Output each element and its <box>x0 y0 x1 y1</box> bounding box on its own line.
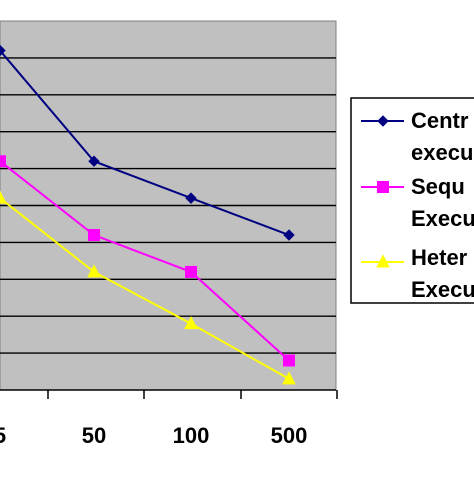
data-point <box>88 229 100 242</box>
data-point <box>185 192 197 204</box>
legend-label: Execu <box>411 277 474 302</box>
legend-label: Heter <box>411 245 468 270</box>
legend-entry: Centr execu <box>361 108 473 165</box>
series-line-group <box>0 190 296 385</box>
x-tick-label: 500 <box>271 423 308 448</box>
series-line-group <box>0 44 295 241</box>
x-axis: 5 50 100 500 <box>0 389 338 448</box>
data-point <box>283 229 295 241</box>
data-point <box>376 254 390 268</box>
legend-label: Execu <box>411 206 474 231</box>
series-line <box>0 160 290 362</box>
data-point <box>184 315 198 330</box>
legend-label: execu <box>411 140 473 165</box>
series-line-group <box>0 155 295 367</box>
data-point <box>0 44 6 57</box>
legend-label: Sequ <box>411 174 465 199</box>
x-tick-label: 100 <box>173 423 210 448</box>
legend-entry: Heter Execu <box>361 245 474 302</box>
plot-area <box>0 20 337 391</box>
data-point <box>87 264 101 278</box>
data-point <box>282 371 296 385</box>
series-group <box>0 44 296 385</box>
legend: Centr execu Sequ Execu Heter Execu <box>350 97 474 304</box>
data-point <box>377 181 389 193</box>
series-line <box>0 49 290 236</box>
x-tick-label: 50 <box>82 423 106 448</box>
data-point <box>0 155 6 168</box>
data-point <box>0 190 7 204</box>
legend-entry: Sequ Execu <box>361 174 474 231</box>
x-tick-label: 5 <box>0 423 6 448</box>
data-point <box>88 155 100 167</box>
data-point <box>185 265 197 278</box>
data-point <box>283 354 295 367</box>
legend-box <box>350 97 474 304</box>
data-point <box>377 115 389 127</box>
series-line <box>0 197 290 380</box>
legend-label: Centr <box>411 108 469 133</box>
